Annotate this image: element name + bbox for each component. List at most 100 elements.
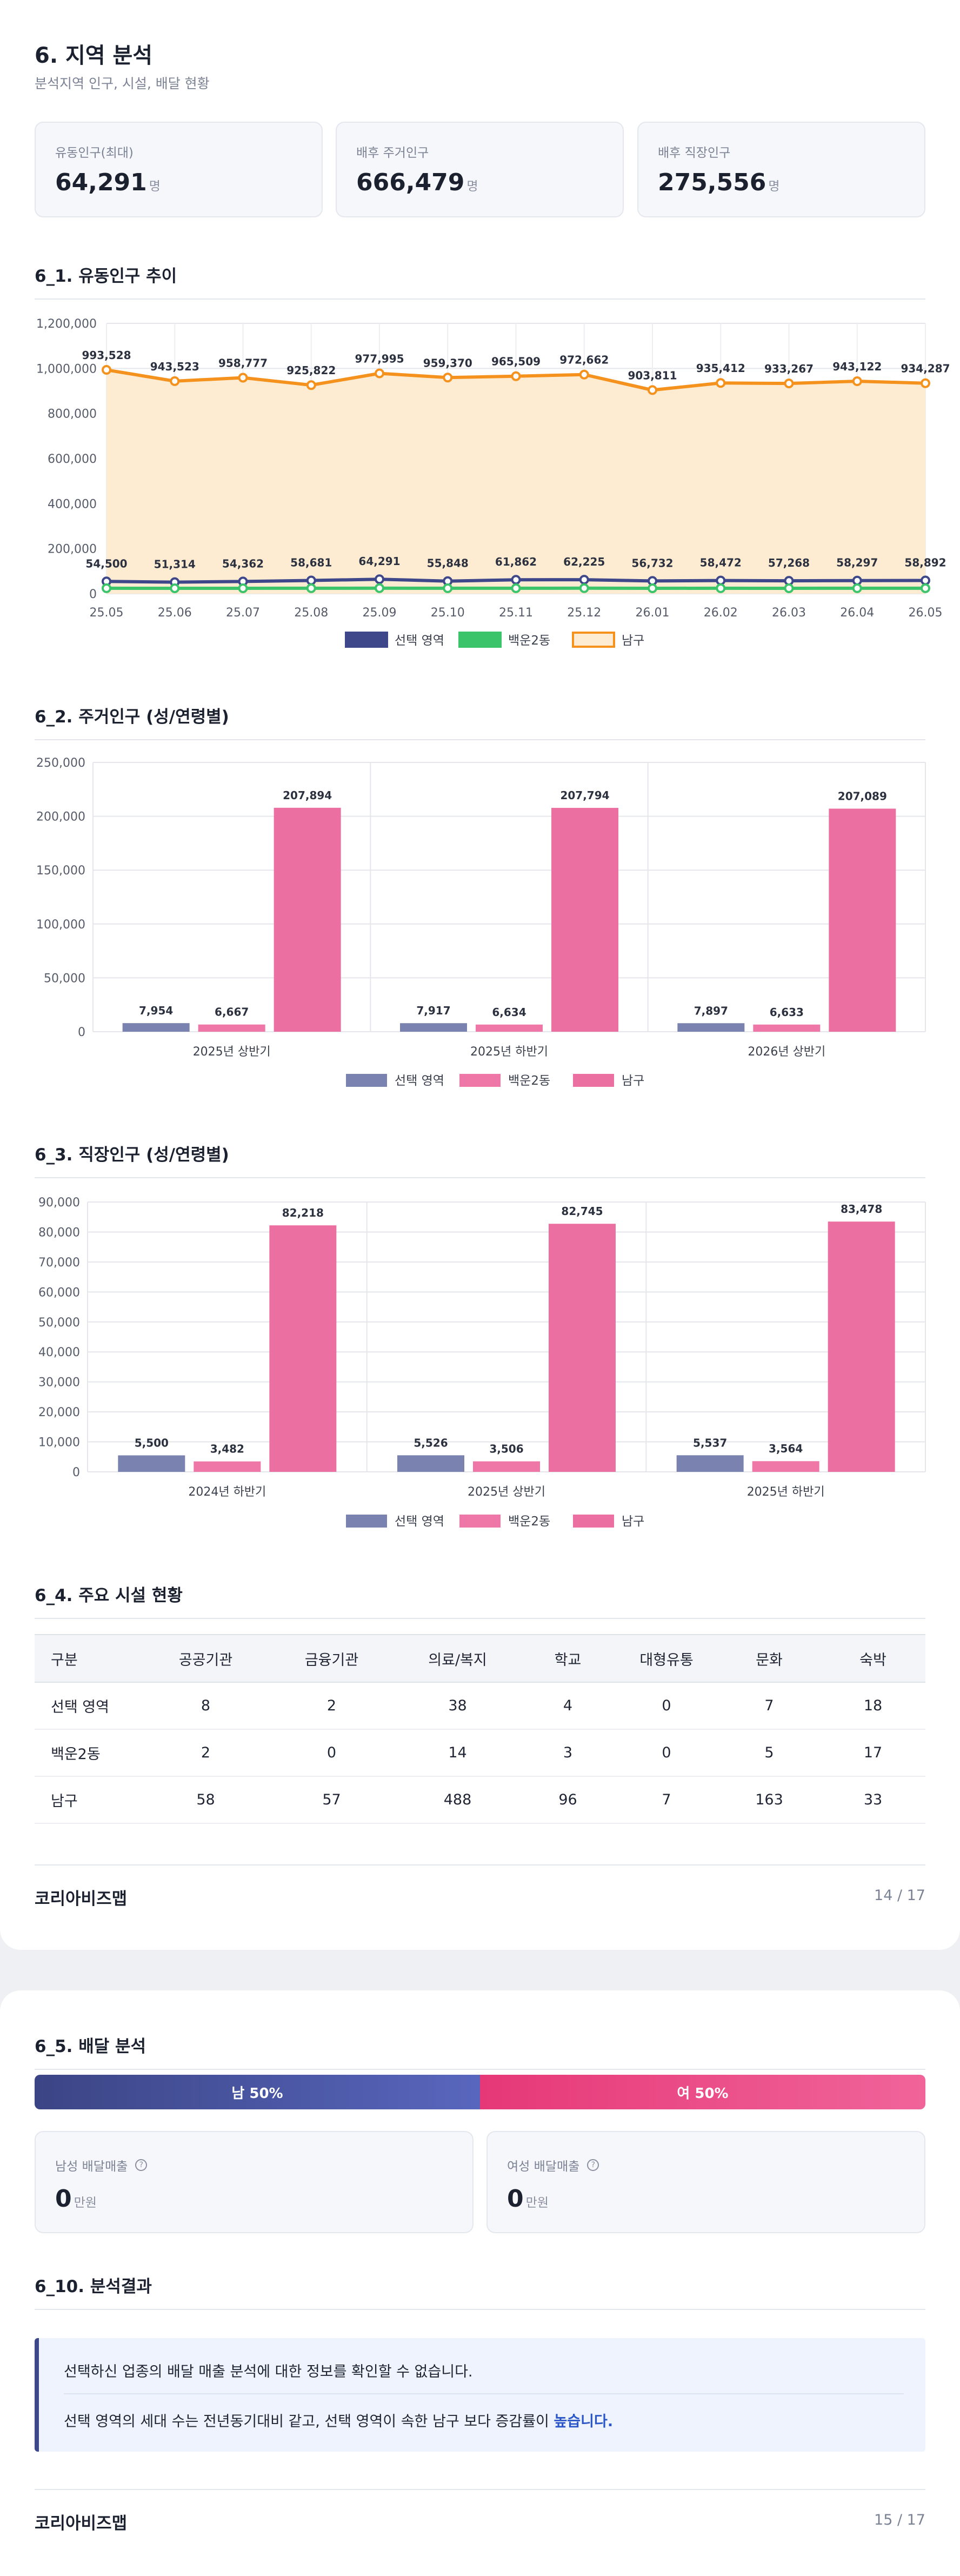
x-tick-label: 2025년 하반기	[747, 1485, 825, 1499]
stat-card-resident-population: 배후 주거인구 666,479 명	[336, 122, 624, 217]
x-tick-label: 25.10	[431, 606, 465, 620]
data-point	[238, 583, 248, 593]
x-tick-label: 26.01	[636, 606, 670, 620]
result-divider	[64, 2393, 904, 2394]
question-circle-icon[interactable]: ?	[587, 2159, 599, 2171]
x-tick-label: 25.06	[158, 606, 192, 620]
page-footer: 코리아비즈맵 14 / 17	[35, 1864, 925, 1935]
data-label: 58,681	[290, 556, 332, 569]
legend-swatch	[573, 1074, 614, 1087]
bar	[194, 1461, 261, 1472]
y-tick-label: 1,000,000	[36, 362, 97, 376]
female-delivery-sales-card: 여성 배달매출? 0 만원	[486, 2131, 925, 2233]
data-label: 64,291	[358, 555, 400, 568]
y-tick-label: 150,000	[36, 864, 85, 878]
stat-card-floating-population: 유동인구(최대) 64,291 명	[35, 122, 323, 217]
facilities-table: 구분 공공기관 금융기관 의료/복지 학교 대형유통 문화 숙박 선택 영역 8…	[35, 1634, 925, 1824]
data-point	[852, 376, 862, 387]
y-tick-label: 200,000	[36, 811, 85, 824]
section-title-delivery: 6_5. 배달 분석	[35, 2033, 925, 2070]
column-header: 금융기관	[269, 1634, 395, 1683]
bar	[753, 1024, 821, 1032]
table-cell: 2	[269, 1682, 395, 1730]
data-point	[579, 369, 589, 380]
data-label: 943,122	[832, 360, 882, 373]
table-cell: 0	[615, 1729, 718, 1777]
analysis-result-box: 선택하신 업종의 배달 매출 분석에 대한 정보를 확인할 수 없습니다. 선택…	[35, 2338, 925, 2452]
data-label: 993,528	[82, 349, 131, 362]
y-tick-label: 800,000	[48, 408, 97, 421]
data-label: 56,732	[631, 556, 673, 569]
result-line: 선택하신 업종의 배달 매출 분석에 대한 정보를 확인할 수 없습니다.	[64, 2363, 473, 2380]
data-label: 6,633	[770, 1006, 804, 1019]
x-tick-label: 2025년 상반기	[193, 1045, 271, 1059]
bar	[397, 1455, 464, 1472]
table-cell: 57	[269, 1776, 395, 1824]
data-point	[170, 376, 180, 386]
legend-label: 백운2동	[508, 1074, 550, 1088]
x-tick-label: 25.09	[363, 606, 397, 620]
data-label: 207,089	[838, 789, 887, 802]
data-label: 958,777	[218, 357, 268, 370]
sales-value: 0 만원	[55, 2185, 97, 2213]
x-tick-label: 25.11	[499, 606, 533, 620]
worker-population-bar-chart: 0 10,000 20,000 30,000 40,000 50,000 60,000 70,…	[38, 1196, 926, 1529]
data-point	[306, 575, 316, 586]
table-cell: 4	[521, 1682, 615, 1730]
page-subtitle: 분석지역 인구, 시설, 배달 현황	[35, 76, 210, 91]
section-title-worker-population: 6_3. 직장인구 (성/연령별)	[35, 1141, 925, 1178]
y-tick-label: 100,000	[36, 918, 85, 932]
table-cell: 18	[821, 1682, 925, 1730]
x-tick-label: 25.08	[294, 606, 328, 620]
male-delivery-sales-card: 남성 배달매출? 0 만원	[35, 2131, 474, 2233]
data-point	[648, 385, 657, 395]
bar	[118, 1455, 185, 1472]
bar	[752, 1461, 819, 1472]
sales-value: 0 만원	[507, 2185, 549, 2213]
bar	[473, 1461, 540, 1472]
x-tick-label: 26.05	[909, 606, 943, 620]
table-cell: 0	[615, 1682, 718, 1730]
y-tick-label: 0	[78, 1026, 85, 1039]
data-label: 82,745	[561, 1205, 603, 1218]
data-label: 207,894	[283, 789, 332, 802]
data-label: 58,472	[700, 556, 742, 569]
data-label: 3,564	[769, 1442, 803, 1455]
data-label: 57,268	[768, 556, 810, 569]
y-tick-label: 250,000	[36, 756, 85, 770]
y-tick-label: 50,000	[44, 972, 85, 985]
legend-swatch	[573, 1515, 614, 1528]
data-label: 6,634	[492, 1006, 526, 1019]
male-ratio-segment: 남 50%	[35, 2075, 480, 2109]
series-area-namgu	[106, 370, 925, 594]
sales-label: 남성 배달매출?	[55, 2156, 148, 2174]
table-cell: 96	[521, 1776, 615, 1824]
data-point	[716, 575, 726, 586]
data-point	[784, 379, 794, 389]
data-label: 82,218	[282, 1206, 324, 1219]
data-label: 977,995	[355, 353, 404, 366]
x-tick-label: 2025년 상반기	[468, 1485, 545, 1499]
data-point	[579, 575, 589, 585]
data-label: 7,954	[139, 1004, 173, 1017]
brand-name: 코리아비즈맵	[35, 2514, 128, 2533]
floating-population-line-chart: 0 200,000 400,000 600,000 800,000 1,000,000 1,…	[36, 317, 950, 648]
stat-card-worker-population: 배후 직장인구 275,556 명	[637, 122, 925, 217]
table-row: 남구 58 57 488 96 7 163 33	[35, 1776, 925, 1824]
question-circle-icon[interactable]: ?	[135, 2159, 148, 2171]
data-point	[102, 365, 111, 375]
bar	[400, 1023, 467, 1032]
data-label: 7,897	[694, 1004, 728, 1017]
data-label: 903,811	[628, 369, 677, 382]
column-header: 공공기관	[143, 1634, 269, 1683]
y-tick-label: 200,000	[48, 543, 97, 556]
data-point	[375, 583, 384, 593]
column-header: 학교	[521, 1634, 615, 1683]
data-point	[716, 378, 726, 388]
legend-label: 선택 영역	[395, 1074, 444, 1088]
table-cell: 선택 영역	[35, 1682, 143, 1730]
legend-label: 남구	[622, 1515, 644, 1529]
table-cell: 남구	[35, 1776, 143, 1824]
data-label: 54,500	[85, 557, 127, 570]
table-cell: 3	[521, 1729, 615, 1777]
